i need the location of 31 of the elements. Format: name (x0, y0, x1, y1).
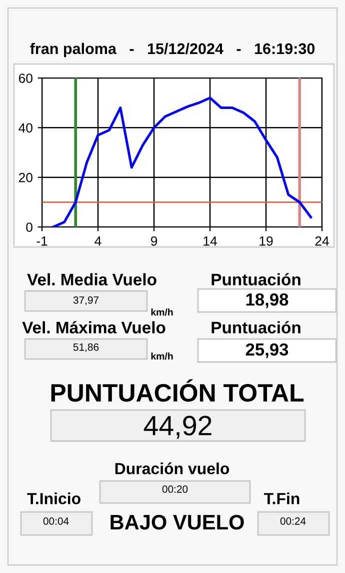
x-tick-label: 24 (315, 236, 329, 246)
text: 18,98 (246, 293, 288, 308)
x-tick-label: -1 (36, 236, 48, 246)
text: PUNTUACIÓN TOTAL (51, 379, 304, 402)
y-tick-label: 20 (18, 172, 32, 182)
x-tick-label: 4 (94, 236, 102, 246)
text: km/h (151, 352, 173, 360)
text: Vel. Máxima Vuelo (22, 321, 166, 334)
text: Vel. Media Vuelo (27, 273, 156, 286)
y-tick-label: 0 (26, 222, 32, 232)
text: T.Inicio (27, 492, 80, 504)
text: Puntuación (212, 273, 300, 286)
text: 00:20 (162, 485, 188, 493)
x-tick-label: 14 (204, 236, 217, 246)
chart-title: fran paloma - 15/12/2024 - 16:19:30 (30, 42, 315, 58)
text: 25,93 (246, 343, 288, 358)
text: km/h (151, 308, 173, 316)
text: 44,92 (144, 416, 212, 439)
text: Duración vuelo (115, 462, 230, 474)
text: T.Fin (264, 492, 300, 504)
line-series (52, 96, 312, 227)
text: 00:04 (43, 517, 69, 525)
text: 00:24 (280, 517, 306, 525)
text: 37,97 (73, 296, 99, 306)
text: Puntuación (212, 321, 300, 334)
text: 51,86 (73, 343, 99, 352)
x-tick-label: 9 (150, 236, 158, 246)
y-tick-label: 40 (18, 123, 32, 133)
y-tick-label: 60 (18, 74, 32, 83)
x-tick-label: 19 (260, 236, 273, 246)
text: BAJO VUELO (110, 514, 244, 530)
